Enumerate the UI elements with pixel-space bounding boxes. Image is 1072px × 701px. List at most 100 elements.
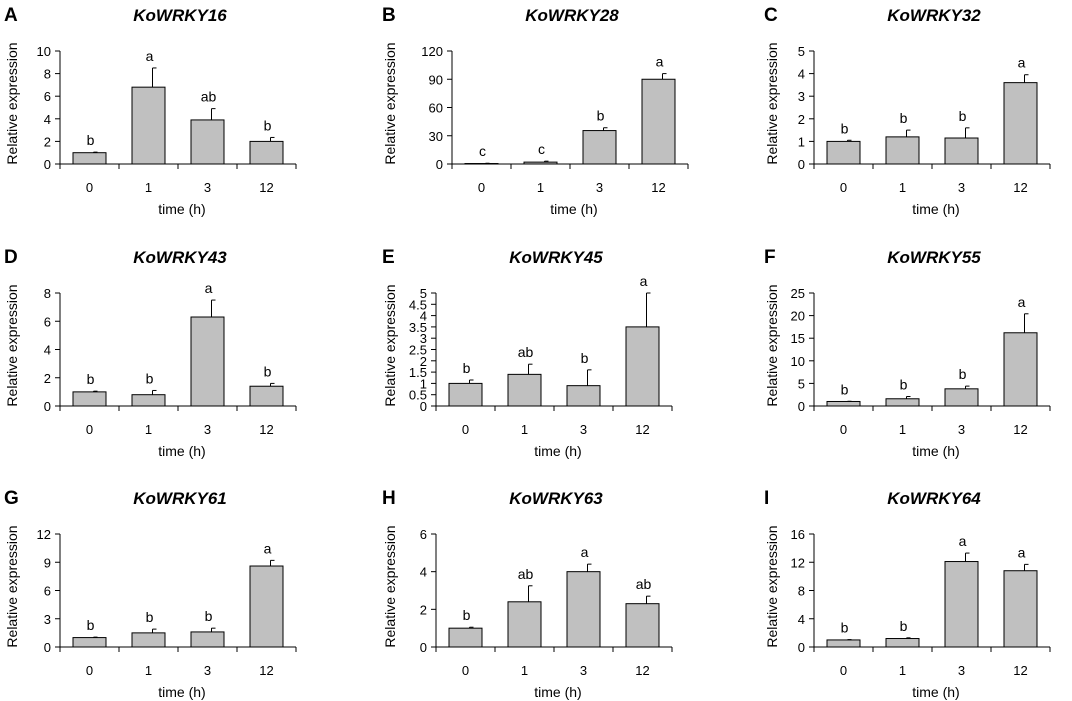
x-tick-label: 0 [478, 180, 485, 195]
x-tick-label: 3 [204, 180, 211, 195]
x-tick-label: 1 [899, 180, 906, 195]
panel-letter: F [764, 247, 776, 268]
y-axis-title: Relative expression [382, 42, 398, 164]
significance-label: b [900, 618, 908, 634]
y-tick-label: 9 [44, 555, 51, 570]
x-tick-label: 0 [840, 422, 847, 437]
significance-label: ab [518, 344, 534, 360]
chart-title: KoWRKY64 [887, 489, 981, 508]
panel-letter: C [764, 5, 778, 26]
significance-label: ab [201, 89, 217, 105]
bar-3h [190, 316, 225, 407]
bar-12h [249, 140, 284, 165]
y-tick-label: 2 [798, 112, 805, 127]
bar-0h [826, 140, 861, 165]
y-tick-label: 4 [420, 565, 427, 580]
y-tick-label: 5 [798, 44, 805, 59]
y-tick-label: 90 [429, 72, 443, 87]
chart-title: KoWRKY61 [133, 489, 227, 508]
chart-panel-e: E KoWRKY4500.511.522.533.544.55b0ab1b3a12… [382, 247, 673, 459]
significance-label: b [841, 120, 849, 136]
bar-12h [249, 565, 284, 648]
x-tick-label: 1 [521, 663, 528, 678]
significance-label: c [479, 143, 486, 159]
bar-1h [885, 136, 920, 165]
significance-label: a [205, 280, 213, 296]
significance-label: b [959, 108, 967, 124]
panel-letter: D [4, 247, 18, 268]
panel-letter: G [4, 488, 19, 509]
y-tick-label: 8 [798, 584, 805, 599]
x-tick-label: 12 [1013, 422, 1027, 437]
y-tick-label: 4 [798, 612, 805, 627]
significance-label: ab [518, 566, 534, 582]
y-tick-label: 16 [791, 527, 805, 542]
y-axis-title: Relative expression [764, 284, 780, 406]
bar-0h [448, 627, 483, 648]
x-tick-label: 0 [462, 422, 469, 437]
chart-title: KoWRKY43 [133, 248, 227, 267]
significance-label: b [146, 609, 154, 625]
x-axis-title: time (h) [158, 684, 205, 700]
y-tick-label: 60 [429, 101, 443, 116]
y-tick-label: 3.5 [409, 320, 427, 335]
x-axis-title: time (h) [912, 443, 959, 459]
y-tick-label: 4 [44, 343, 51, 358]
bar-0h [448, 382, 483, 407]
y-tick-label: 1 [798, 134, 805, 149]
significance-label: c [538, 141, 545, 157]
x-axis-title: time (h) [912, 684, 959, 700]
y-tick-label: 3 [798, 89, 805, 104]
y-tick-label: 4.5 [409, 297, 427, 312]
y-tick-label: 4 [420, 309, 427, 324]
bar-12h [1003, 332, 1038, 407]
x-tick-label: 3 [958, 180, 965, 195]
y-tick-label: 30 [429, 129, 443, 144]
x-tick-label: 0 [840, 663, 847, 678]
bar-1h [131, 394, 166, 407]
chart-title: KoWRKY32 [887, 6, 981, 25]
x-tick-label: 12 [1013, 663, 1027, 678]
x-tick-label: 1 [145, 422, 152, 437]
significance-label: ab [636, 576, 652, 592]
y-tick-label: 10 [37, 44, 51, 59]
y-tick-label: 12 [37, 527, 51, 542]
x-tick-label: 0 [86, 663, 93, 678]
y-tick-label: 20 [791, 309, 805, 324]
significance-label: b [146, 370, 154, 386]
panel-letter: I [764, 488, 769, 509]
x-tick-label: 12 [635, 663, 649, 678]
significance-label: b [205, 608, 213, 624]
bar-3h [944, 561, 979, 648]
chart-title: KoWRKY55 [887, 248, 981, 267]
y-tick-label: 1 [420, 376, 427, 391]
y-tick-label: 12 [791, 555, 805, 570]
y-tick-label: 10 [791, 354, 805, 369]
y-axis-title: Relative expression [4, 42, 20, 164]
x-tick-label: 0 [86, 180, 93, 195]
x-axis-title: time (h) [534, 443, 581, 459]
bar-3h [566, 571, 601, 648]
y-tick-label: 0 [420, 640, 427, 655]
panel-letter: E [382, 247, 395, 268]
bar-12h [641, 78, 676, 165]
x-tick-label: 1 [899, 422, 906, 437]
x-tick-label: 12 [259, 180, 273, 195]
x-axis-title: time (h) [158, 443, 205, 459]
significance-label: a [656, 54, 664, 70]
significance-label: b [264, 117, 272, 133]
y-tick-label: 120 [421, 44, 443, 59]
y-tick-label: 6 [44, 584, 51, 599]
y-tick-label: 0 [798, 640, 805, 655]
y-tick-label: 1.5 [409, 365, 427, 380]
x-tick-label: 0 [840, 180, 847, 195]
chart-panel-g: G KoWRKY61 0 3 6 9 12 b 0 b 1 b 3 a 12 time (h) Relative… [4, 488, 297, 700]
significance-label: b [581, 350, 589, 366]
y-tick-label: 0 [798, 157, 805, 172]
chart-panel-f: F KoWRKY55 0 5 10 15 20 25 b 0 b 1 b 3 a 12 time (h) Rela… [764, 247, 1051, 459]
bar-0h [72, 391, 107, 407]
x-tick-label: 3 [958, 422, 965, 437]
significance-label: a [640, 273, 648, 289]
bar-3h [566, 385, 601, 407]
chart-panel-a: A KoWRKY16 0 2 4 6 8 10 b 0 a 1 ab 3 b 12 time (h) Relati… [4, 5, 297, 217]
